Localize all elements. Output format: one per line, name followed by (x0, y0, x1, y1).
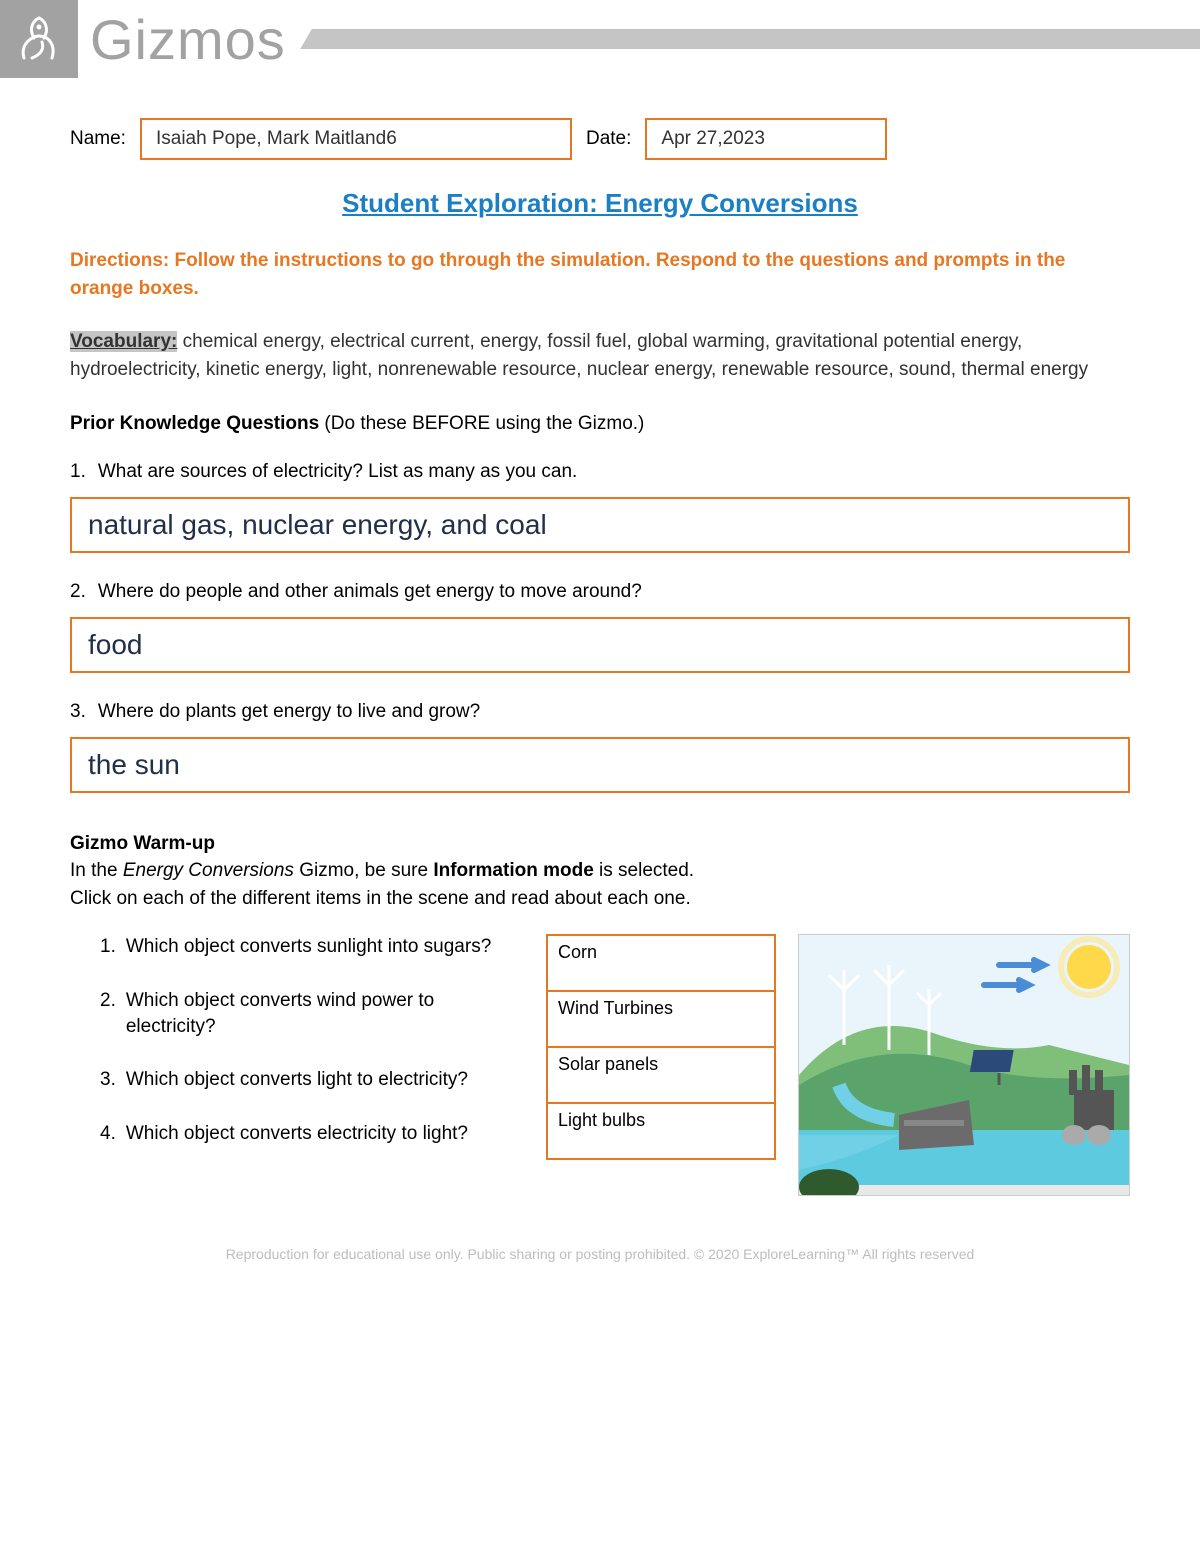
question-text: Where do people and other animals get en… (98, 581, 642, 603)
wq-text: Which object converts sunlight into suga… (126, 934, 491, 960)
energy-scene-illustration (798, 934, 1130, 1196)
warmup-questions-col: 1. Which object converts sunlight into s… (70, 934, 524, 1174)
wq-text: Which object converts wind power to elec… (126, 988, 524, 1039)
name-label: Name: (70, 128, 126, 150)
warmup-question: 4. Which object converts electricity to … (100, 1121, 524, 1147)
wq-text: Which object converts light to electrici… (126, 1067, 468, 1093)
wq-num: 4. (100, 1121, 116, 1147)
header-accent-bar (300, 29, 1200, 49)
date-label: Date: (586, 128, 631, 150)
footer-text: Reproduction for educational use only. P… (70, 1246, 1130, 1302)
wq-num: 2. (100, 988, 116, 1039)
directions-text: Directions: Follow the instructions to g… (70, 247, 1130, 302)
wq-text: Which object converts electricity to lig… (126, 1121, 468, 1147)
name-input[interactable]: Isaiah Pope, Mark Maitland6 (140, 118, 572, 160)
document-title: Student Exploration: Energy Conversions (70, 188, 1130, 219)
vocab-label: Vocabulary: (70, 331, 177, 352)
question-number: 3. (70, 701, 86, 723)
question-item: 2. Where do people and other animals get… (70, 581, 1130, 603)
warmup-answer-input[interactable]: Light bulbs (546, 1102, 776, 1160)
warmup-row: 1. Which object converts sunlight into s… (70, 934, 1130, 1196)
warmup-answer-input[interactable]: Wind Turbines (546, 990, 776, 1048)
warmup-heading: Gizmo Warm-up (70, 833, 1130, 855)
brand-text: Gizmos (90, 7, 286, 72)
name-date-row: Name: Isaiah Pope, Mark Maitland6 Date: … (70, 118, 1130, 160)
vocabulary-block: Vocabulary: chemical energy, electrical … (70, 328, 1130, 383)
warmup-answer-input[interactable]: Solar panels (546, 1046, 776, 1104)
question-number: 2. (70, 581, 86, 603)
question-text: Where do plants get energy to live and g… (98, 701, 480, 723)
warmup-question: 1. Which object converts sunlight into s… (100, 934, 524, 960)
warmup-intro: In the Energy Conversions Gizmo, be sure… (70, 857, 1130, 912)
prior-knowledge-heading: Prior Knowledge Questions (Do these BEFO… (70, 413, 1130, 435)
warmup-answer-input[interactable]: Corn (546, 934, 776, 992)
warmup-section: Gizmo Warm-up In the Energy Conversions … (70, 833, 1130, 1196)
prior-head-bold: Prior Knowledge Questions (70, 413, 319, 434)
prior-head-rest: (Do these BEFORE using the Gizmo.) (319, 413, 644, 434)
answer-input[interactable]: the sun (70, 737, 1130, 793)
wq-num: 3. (100, 1067, 116, 1093)
question-number: 1. (70, 461, 86, 483)
question-item: 3. Where do plants get energy to live an… (70, 701, 1130, 723)
vocab-text: chemical energy, electrical current, ene… (70, 331, 1088, 380)
warmup-question: 3. Which object converts light to electr… (100, 1067, 524, 1093)
date-input[interactable]: Apr 27,2023 (645, 118, 887, 160)
question-text: What are sources of electricity? List as… (98, 461, 577, 483)
warmup-question: 2. Which object converts wind power to e… (100, 988, 524, 1039)
warmup-answers-col: Corn Wind Turbines Solar panels Light bu… (546, 934, 776, 1158)
wq-num: 1. (100, 934, 116, 960)
question-item: 1. What are sources of electricity? List… (70, 461, 1130, 483)
logo-icon (0, 0, 78, 78)
answer-input[interactable]: natural gas, nuclear energy, and coal (70, 497, 1130, 553)
document-body: Name: Isaiah Pope, Mark Maitland6 Date: … (0, 118, 1200, 1302)
answer-input[interactable]: food (70, 617, 1130, 673)
page-header: Gizmos (0, 0, 1200, 78)
